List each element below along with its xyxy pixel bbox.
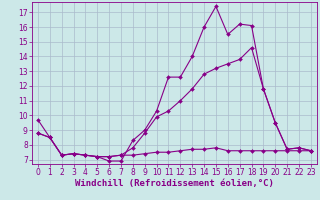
X-axis label: Windchill (Refroidissement éolien,°C): Windchill (Refroidissement éolien,°C): [75, 179, 274, 188]
